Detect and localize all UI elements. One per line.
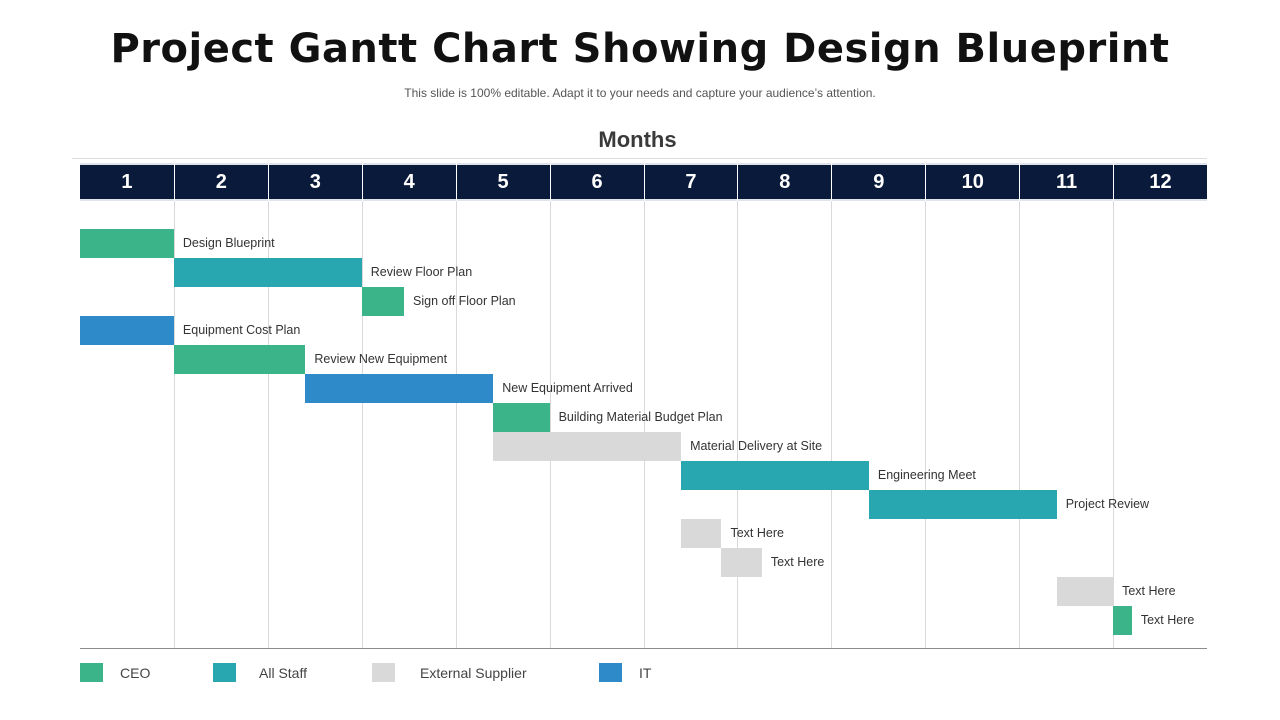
- legend-swatch: [372, 663, 395, 682]
- month-header-11: 11: [1019, 163, 1113, 201]
- grid-line: [267, 201, 269, 648]
- grid-line: [1019, 201, 1021, 648]
- axis-title: Months: [598, 127, 677, 152]
- legend-swatch: [80, 663, 103, 682]
- task-bar: [305, 374, 494, 403]
- task-label: Text Here: [770, 555, 825, 569]
- month-header-6: 6: [549, 163, 644, 201]
- slide-title: Project Gantt Chart Showing Design Bluep…: [110, 26, 1170, 72]
- month-header-1: 1: [121, 170, 133, 193]
- month-header-2: 2: [173, 163, 268, 201]
- task-bar: [681, 519, 722, 548]
- legend-label: External Supplier: [420, 665, 527, 681]
- grid-line: [737, 201, 739, 648]
- chart-baseline: [80, 648, 1207, 649]
- grid-line: [1113, 201, 1115, 648]
- task-label: Text Here: [730, 526, 784, 540]
- task-label: Sign off Floor Plan: [413, 294, 516, 308]
- task-bar: [80, 229, 174, 258]
- task-label: Equipment Cost Plan: [182, 323, 301, 337]
- task-bar: [493, 432, 682, 461]
- grid-line: [643, 201, 645, 648]
- task-bar: [1056, 577, 1114, 606]
- grid-line: [831, 201, 833, 648]
- task-label: Building Material Budget Plan: [558, 410, 723, 424]
- month-header-3: 3: [267, 163, 362, 201]
- task-label: Project Review: [1065, 497, 1150, 511]
- task-label: Material Delivery at Site: [690, 439, 823, 453]
- month-header-10: 10: [925, 163, 1019, 201]
- legend-swatch: [213, 663, 236, 682]
- task-bar: [361, 287, 404, 316]
- task-label: Review New Equipment: [314, 352, 448, 366]
- slide-subtitle: This slide is 100% editable. Adapt it to…: [404, 86, 876, 100]
- task-label: Design Blueprint: [182, 236, 275, 250]
- task-label: Text Here: [1122, 584, 1176, 598]
- task-label: Text Here: [1140, 613, 1195, 627]
- task-bar: [80, 316, 174, 345]
- task-bar: [173, 345, 306, 374]
- grid-line: [173, 201, 175, 648]
- task-bar: [173, 258, 362, 287]
- month-header-4: 4: [361, 163, 456, 201]
- legend-swatch: [599, 663, 622, 682]
- task-label: Engineering Meet: [877, 468, 976, 482]
- task-label: New Equipment Arrived: [502, 381, 633, 395]
- task-bar: [1113, 606, 1132, 635]
- grid-line: [455, 201, 457, 648]
- task-bar: [681, 461, 869, 490]
- task-label: Review Floor Plan: [370, 265, 473, 279]
- grid-line: [925, 201, 927, 648]
- grid-line: [361, 201, 363, 648]
- month-header-7: 7: [643, 163, 738, 201]
- grid-line: [549, 201, 551, 648]
- task-bar: [493, 403, 550, 432]
- task-bar: [721, 548, 762, 577]
- task-bar: [868, 490, 1057, 519]
- month-header-8: 8: [737, 163, 831, 201]
- legend-label: All Staff: [259, 665, 307, 681]
- top-divider: [72, 158, 1207, 159]
- month-header-12: 12: [1113, 163, 1207, 201]
- legend-label: IT: [639, 665, 652, 681]
- month-header-9: 9: [831, 163, 925, 201]
- month-header-5: 5: [455, 163, 550, 201]
- legend-label: CEO: [120, 665, 151, 681]
